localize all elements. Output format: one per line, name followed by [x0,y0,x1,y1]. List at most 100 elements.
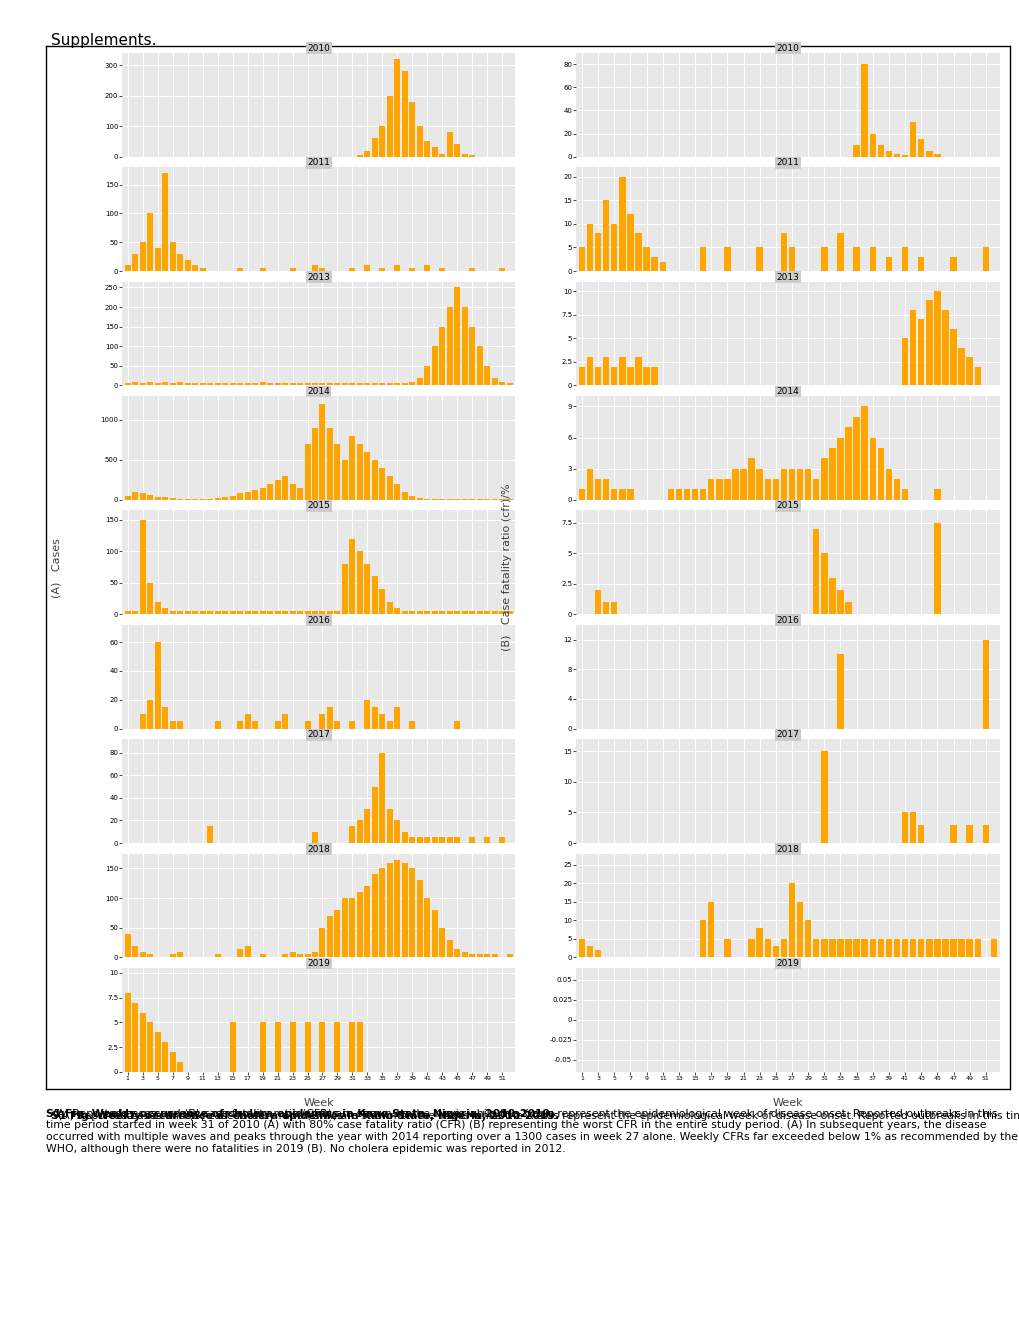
Bar [305,1023,310,1072]
Bar [319,384,325,385]
Text: (A)   Cases: (A) Cases [51,537,61,598]
Bar [214,498,220,500]
Bar [594,950,601,957]
Bar [155,642,160,729]
Bar [259,954,265,957]
Bar [409,837,415,843]
Bar [162,708,168,729]
Bar [666,490,674,500]
Bar [236,384,243,385]
Bar [409,722,415,729]
Bar [379,127,385,157]
Bar [796,469,803,500]
Bar [578,490,585,500]
Bar [424,366,430,385]
Bar [192,384,198,385]
Bar [788,883,795,957]
Bar [386,95,392,157]
Bar [259,488,265,500]
Bar [364,809,370,843]
Bar [876,447,883,500]
Bar [401,862,408,957]
Bar [229,496,235,500]
Bar [207,611,213,614]
Bar [837,939,843,957]
Bar [169,1052,175,1072]
Text: Supplements.: Supplements. [51,33,156,48]
Bar [155,384,160,385]
Bar [699,920,706,957]
Bar [132,611,138,614]
Bar [236,268,243,271]
Bar [236,722,243,729]
Bar [334,611,340,614]
Bar [820,247,826,271]
Bar [147,954,153,957]
Bar [162,609,168,614]
Bar [274,384,280,385]
Bar [901,338,908,385]
Bar [124,993,130,1072]
Bar [820,458,826,500]
Bar [409,611,415,614]
Bar [357,384,363,385]
Bar [868,437,875,500]
Bar [350,268,356,271]
Bar [469,156,475,157]
Bar [933,290,940,385]
Bar [453,288,460,385]
Bar [177,611,183,614]
Bar [401,492,408,500]
Bar [893,939,900,957]
Bar [594,479,601,500]
Bar [446,837,452,843]
Bar [756,469,762,500]
Bar [933,490,940,500]
Bar [409,869,415,957]
Bar [162,498,168,500]
Text: (A) Reported cases and (B) case fatality ratio (CFR) are shown on the Y-axis whi: (A) Reported cases and (B) case fatality… [51,1111,1019,1122]
Bar [453,837,460,843]
Bar [861,65,867,157]
Bar [252,384,258,385]
Bar [394,708,400,729]
Bar [229,384,235,385]
Bar [372,139,378,157]
Bar [236,949,243,957]
Bar [909,310,915,385]
Bar [259,268,265,271]
Bar [124,496,130,500]
Bar [140,952,146,957]
Bar [578,367,585,385]
Bar [942,939,948,957]
Bar [386,862,392,957]
Bar [619,490,625,500]
Bar [297,384,303,385]
Bar [379,384,385,385]
Bar [446,308,452,385]
Bar [245,945,251,957]
Bar [812,529,818,614]
Bar [372,874,378,957]
Bar [327,611,332,614]
Text: (A) Reported cases and (B) case fatality ratio (CFR) are shown on the Y-axis whi: (A) Reported cases and (B) case fatality… [46,1109,1017,1154]
Bar [394,859,400,957]
Text: S1 Fig. Weekly occurrence of cholera epidemics in Kano State, Nigeria, 2010-2019: S1 Fig. Weekly occurrence of cholera epi… [51,1111,558,1122]
Bar [357,821,363,843]
Bar [812,939,818,957]
Text: 2011: 2011 [775,158,799,168]
Bar [379,869,385,957]
Bar [578,247,585,271]
Bar [909,813,915,843]
Text: 2019: 2019 [307,960,330,968]
Text: Week: Week [771,1098,803,1109]
Bar [439,326,445,385]
Bar [619,358,625,385]
Bar [364,451,370,500]
Bar [162,173,168,271]
Bar [386,722,392,729]
Bar [245,714,251,729]
Text: 2010: 2010 [307,44,330,53]
Bar [379,268,385,271]
Text: 2016: 2016 [307,616,330,624]
